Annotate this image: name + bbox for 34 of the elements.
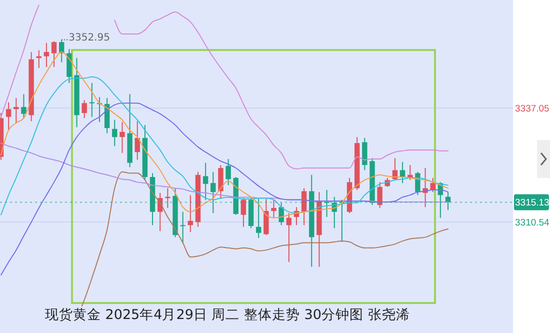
candlestick <box>210 171 216 214</box>
annotation: 3352.95 <box>68 32 110 44</box>
candlestick <box>120 122 125 154</box>
y-tick-label: 3310.54 <box>515 217 550 228</box>
candlestick <box>278 202 284 226</box>
candlestick <box>422 168 428 208</box>
candlestick <box>202 162 208 200</box>
candlestick <box>89 82 95 118</box>
candlestick <box>264 198 269 236</box>
candlestick <box>44 42 50 68</box>
candlestick <box>14 97 19 124</box>
candlestick <box>180 211 186 244</box>
candlestick <box>324 189 330 218</box>
ref-line-label: 3315.13 <box>515 198 550 209</box>
candlestick <box>226 158 231 186</box>
candlestick <box>362 137 368 171</box>
candlestick <box>21 94 26 119</box>
candlestick <box>66 48 72 84</box>
candlestick <box>256 198 262 239</box>
candlestick <box>271 199 276 218</box>
line-series <box>0 102 448 276</box>
candlestick <box>430 177 436 193</box>
candlestick <box>240 198 246 228</box>
candlestick <box>286 212 292 263</box>
candlestick <box>82 100 87 119</box>
y-tick-label: 3337.05 <box>515 104 550 115</box>
candlestick <box>377 182 382 208</box>
candlestick <box>188 194 194 233</box>
candlestick <box>51 40 57 68</box>
candlestick <box>400 161 406 184</box>
candlestick <box>112 119 118 147</box>
candlestick <box>301 188 307 226</box>
candlestick <box>6 102 12 131</box>
candlestick <box>218 164 224 200</box>
